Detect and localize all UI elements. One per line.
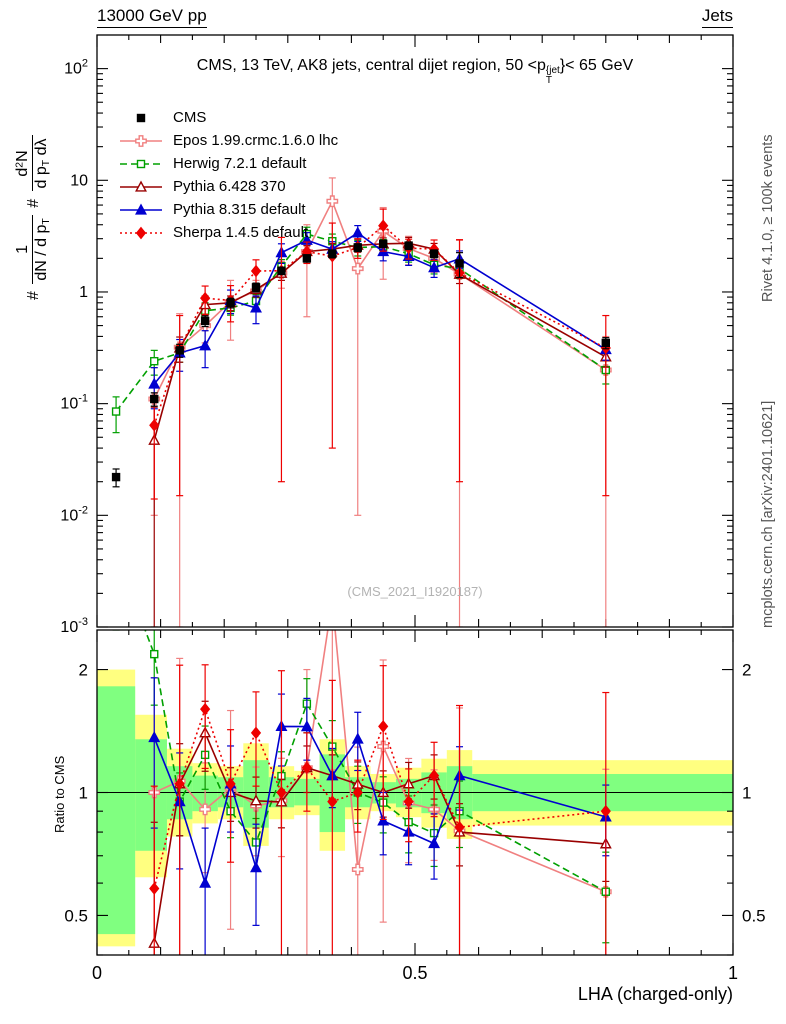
svg-text:10-1: 10-1: [60, 393, 88, 413]
mcplots-arxiv-note: mcplots.cern.ch [arXiv:2401.10621]: [760, 400, 776, 628]
svg-text:0.5: 0.5: [64, 906, 88, 925]
ratio-series-Pythia6: [148, 700, 612, 955]
legend-marker-Pythia6: [120, 180, 162, 192]
legend-marker-CMS: [136, 113, 146, 122]
legend: CMS Epos 1.99.crmc.1.6.0 lhc Herwig 7.2.1 …: [118, 106, 338, 244]
legend-item-Pythia8: Pythia 8.315 default: [118, 198, 338, 221]
legend-label: Epos 1.99.crmc.1.6.0 lhc: [173, 132, 339, 149]
rivet-version-note: Rivet 4.1.0, ≥ 100k events: [760, 134, 776, 302]
svg-text:1: 1: [79, 784, 88, 803]
legend-item-Epos: Epos 1.99.crmc.1.6.0 lhc: [118, 129, 338, 152]
svg-text:1: 1: [742, 784, 751, 803]
svg-text:2: 2: [79, 661, 88, 680]
beam-energy-label: 13000 GeV pp: [97, 6, 207, 28]
svg-text:10-2: 10-2: [60, 504, 88, 524]
legend-marker-Pythia8: [120, 203, 162, 215]
watermark: (CMS_2021_I1920187): [347, 584, 483, 599]
svg-text:2: 2: [742, 661, 751, 680]
plot-title: CMS, 13 TeV, AK8 jets, central dijet reg…: [196, 57, 634, 86]
svg-text:0: 0: [92, 963, 102, 983]
x-axis-title: LHA (charged-only): [577, 984, 733, 1004]
y-axis-label-main: # 1 dN / d pT # d2N d pT dλ: [14, 132, 53, 300]
fraction-1: 1 dN / d pT: [14, 215, 53, 284]
legend-item-Herwig: Herwig 7.2.1 default: [118, 152, 338, 175]
beam-energy-text: 13000 GeV pp: [97, 6, 207, 28]
plot-title-text: CMS, 13 TeV, AK8 jets, central dijet reg…: [196, 57, 546, 74]
svg-text:0.5: 0.5: [402, 963, 427, 983]
axis-ticks: [96, 35, 734, 956]
series-Pythia6: [148, 236, 612, 627]
svg-text:1: 1: [79, 284, 88, 301]
series-CMS: [111, 239, 610, 488]
analysis-group-text: Jets: [701, 6, 733, 28]
legend-marker-Herwig: [120, 159, 162, 168]
y-axis-label-ratio: Ratio to CMS: [52, 755, 67, 833]
hash-symbol: #: [24, 291, 42, 300]
legend-label: Pythia 8.315 default: [173, 201, 306, 218]
main-frame: [96, 34, 734, 628]
pt-jet-supsub: {jet T: [545, 65, 560, 86]
legend-item-CMS: CMS: [118, 106, 338, 129]
legend-marker-Sherpa: [120, 226, 162, 239]
svg-text:10: 10: [70, 172, 88, 189]
ratio-uncertainty-bands: [97, 669, 733, 947]
ratio-series: [112, 630, 612, 955]
legend-label: Herwig 7.2.1 default: [173, 155, 307, 172]
legend-label: CMS: [173, 109, 207, 126]
svg-text:102: 102: [64, 58, 88, 78]
legend-label: Pythia 6.428 370: [173, 178, 286, 195]
svg-text:1: 1: [728, 963, 738, 983]
analysis-group-label: Jets: [97, 6, 733, 28]
ratio-frame: [96, 629, 734, 956]
fraction-2: d2N d pT dλ: [14, 135, 53, 192]
legend-item-Pythia6: Pythia 6.428 370: [118, 175, 338, 198]
legend-item-Sherpa: Sherpa 1.4.5 default: [118, 221, 338, 244]
legend-label: Sherpa 1.4.5 default: [173, 224, 309, 241]
svg-text:10-3: 10-3: [60, 616, 88, 636]
hash-symbol: #: [24, 198, 42, 208]
ratio-series-Herwig: [112, 630, 610, 944]
svg-text:0.5: 0.5: [742, 906, 766, 925]
ratio-series-Sherpa: [149, 664, 611, 955]
legend-marker-Epos: [120, 134, 162, 147]
series-Pythia8: [148, 224, 612, 410]
main-series: [111, 177, 612, 627]
